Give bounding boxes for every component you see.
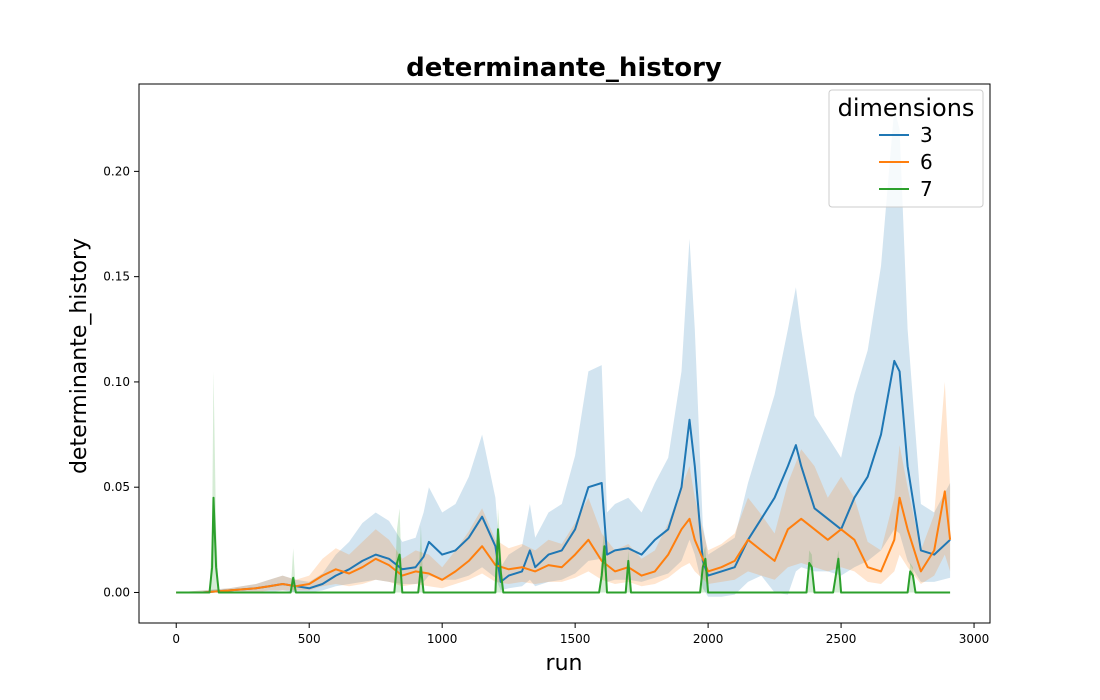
series-6-line [176, 490, 952, 594]
x-tick-label: 3000 [959, 632, 990, 646]
y-axis-title: determinante_history [67, 238, 92, 474]
x-axis-title: run [546, 651, 583, 676]
legend-label-7: 7 [920, 177, 933, 201]
y-tick-label: 0.00 [103, 585, 130, 599]
legend-title: dimensions [838, 94, 975, 122]
legend-box [828, 89, 984, 208]
x-tick-label: 1500 [560, 632, 591, 646]
axes-frame [138, 83, 991, 624]
series-6-band [176, 381, 951, 593]
legend-label-3: 3 [920, 123, 933, 147]
y-tick-label: 0.15 [103, 270, 130, 284]
chart-title: determinante_history [406, 53, 722, 83]
legend: dimensions 3 6 7 [828, 89, 984, 208]
series-3-line [176, 359, 951, 594]
x-tick-label: 1000 [427, 632, 458, 646]
x-tick-label: 2500 [826, 632, 857, 646]
x-tick-label: 500 [298, 632, 321, 646]
y-tick-label: 0.20 [103, 164, 130, 178]
x-tick-label: 2000 [693, 632, 724, 646]
x-tick-label: 0 [172, 632, 180, 646]
series-3-band [176, 108, 951, 597]
y-axis: 0.00 0.05 0.10 0.15 0.20 [103, 164, 139, 599]
plot-area [176, 108, 952, 597]
legend-entries: 3 6 7 [879, 123, 933, 201]
x-axis: 0 500 1000 1500 2000 2500 3000 [172, 623, 989, 646]
series-7-line [176, 496, 951, 594]
y-tick-label: 0.10 [103, 375, 130, 389]
y-tick-label: 0.05 [103, 480, 130, 494]
legend-label-6: 6 [920, 150, 933, 174]
